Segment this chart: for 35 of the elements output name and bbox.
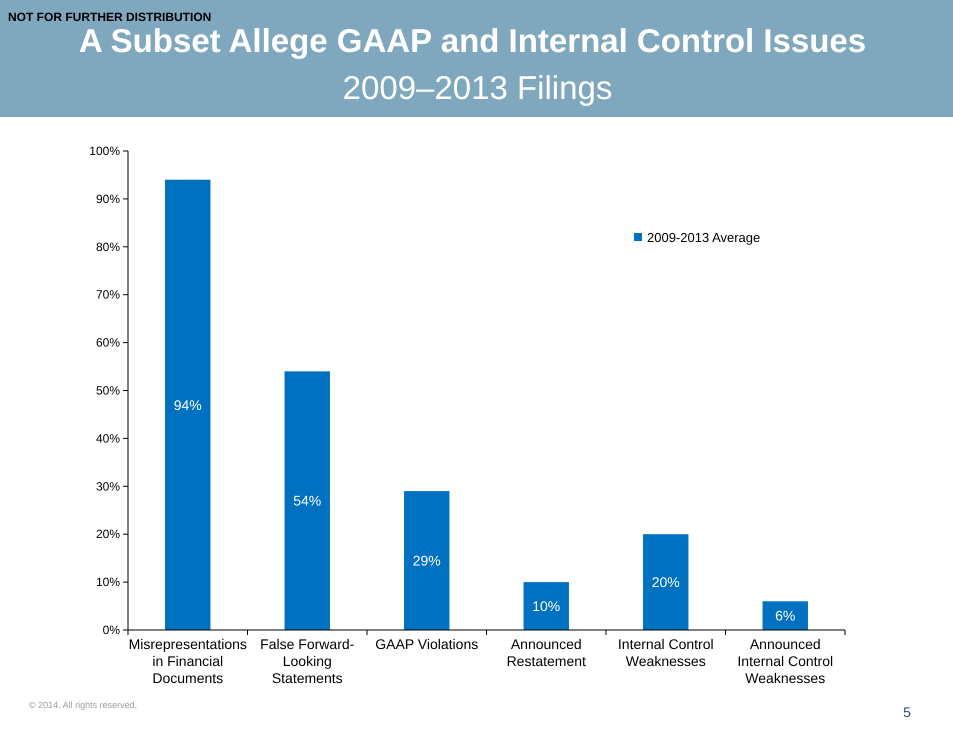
chart-title: A Subset Allege GAAP and Internal Control Issues — [78, 22, 866, 59]
y-tick-label: 100% — [89, 144, 120, 158]
text: 54% — [293, 492, 322, 509]
x-tick-label: Announced Restatement — [506, 636, 586, 669]
y-tick-label: 80% — [96, 240, 120, 254]
text: 5 — [903, 704, 912, 720]
x-tick-label: Announced Internal Control Weaknesses — [737, 636, 834, 686]
text: 10% — [532, 598, 560, 614]
y-tick-label: 0% — [102, 623, 120, 637]
chart-subtitle: 2009–2013 Filings — [342, 69, 612, 106]
text: © 2014. All rights reserved. — [29, 700, 138, 710]
x-tick-label: False Forward-Looking Statements — [260, 636, 355, 686]
bar — [404, 491, 450, 630]
y-tick-label: 90% — [96, 192, 120, 206]
bar — [643, 534, 688, 630]
text: 94% — [174, 396, 202, 413]
legend-label: 2009-2013 Average — [647, 230, 760, 245]
text: 29% — [412, 552, 441, 569]
y-tick-label: 40% — [96, 431, 120, 446]
y-tick-label: 70% — [96, 288, 120, 302]
x-tick-label: Misrepresentations in Financial Documents — [128, 636, 247, 686]
y-tick-label: 60% — [96, 336, 120, 350]
x-tick-label: GAAP Violations — [375, 636, 478, 652]
bar — [524, 582, 569, 630]
bar — [284, 371, 330, 630]
y-tick-label: 10% — [96, 575, 120, 590]
bar — [165, 180, 210, 630]
bar — [762, 601, 808, 630]
y-tick-label: 30% — [96, 479, 120, 494]
text: 20% — [652, 574, 680, 590]
y-tick-label: 20% — [96, 527, 120, 542]
y-tick-label: 50% — [96, 384, 120, 398]
text: NOT FOR FURTHER DISTRIBUTION — [8, 10, 212, 24]
text: 6% — [775, 608, 796, 624]
x-tick-label: Internal Control Weaknesses — [618, 636, 714, 669]
